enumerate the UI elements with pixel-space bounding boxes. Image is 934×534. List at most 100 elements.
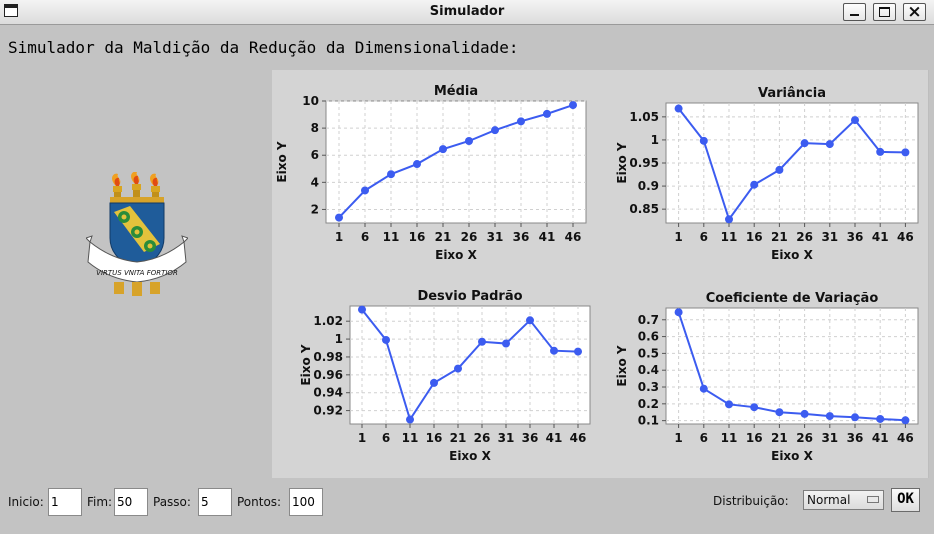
data-point	[800, 139, 809, 148]
distribuicao-label: Distribuição:	[713, 494, 789, 508]
data-point	[825, 412, 834, 421]
university-logo: VIRTUS VNITA FORTIOR	[86, 172, 188, 296]
data-point	[430, 378, 438, 387]
logo-motto: VIRTUS VNITA FORTIOR	[96, 269, 178, 277]
data-point	[699, 136, 708, 145]
torch-icon	[150, 173, 160, 198]
series-line	[677, 107, 906, 222]
data-point	[382, 335, 390, 344]
x-tick-label: 46	[565, 230, 582, 244]
y-tick-label: 0.94	[313, 386, 343, 400]
data-point	[725, 400, 733, 409]
x-tick-label: 21	[771, 431, 788, 445]
data-point	[406, 415, 414, 424]
data-point	[674, 308, 683, 317]
x-tick-label: 36	[847, 230, 864, 244]
distribuicao-value: Normal	[807, 493, 851, 507]
y-tick-label: 1.05	[629, 110, 659, 124]
y-tick-label: 4	[311, 175, 319, 189]
x-tick-label: 26	[474, 431, 491, 445]
x-tick-label: 1	[358, 431, 366, 445]
data-point	[876, 147, 885, 156]
x-tick-label: 21	[450, 431, 467, 445]
data-point	[851, 116, 859, 125]
data-point	[543, 109, 551, 118]
inicio-input[interactable]: 1	[48, 488, 82, 516]
y-tick-label: 2	[311, 202, 319, 216]
data-point	[478, 337, 486, 346]
data-point	[775, 408, 784, 417]
charts-panel: Média 2 4 6 8 10 1 6 11 16 21 26 31 36 41 46 Eixo X Eixo …	[272, 70, 929, 478]
window-titlebar: Simulador ×	[0, 0, 934, 25]
data-point	[361, 186, 369, 195]
y-tick-label: 1	[651, 133, 659, 147]
chart-title: Média	[434, 84, 478, 99]
x-tick-label: 36	[513, 230, 530, 244]
x-tick-label: 21	[435, 230, 452, 244]
plot-area	[349, 305, 591, 425]
data-point	[491, 126, 499, 135]
x-axis-label: Eixo X	[771, 248, 813, 262]
x-tick-label: 11	[721, 230, 738, 244]
x-tick-label: 16	[409, 230, 426, 244]
data-point	[750, 403, 759, 412]
data-point	[725, 215, 733, 224]
x-tick-label: 6	[382, 431, 390, 445]
x-tick-label: 6	[700, 431, 708, 445]
passo-input[interactable]: 5	[198, 488, 232, 516]
data-point	[439, 145, 447, 154]
data-point	[674, 104, 683, 113]
x-tick-label: 26	[796, 431, 813, 445]
x-tick-label: 1	[674, 431, 682, 445]
fim-input[interactable]: 50	[114, 488, 148, 516]
pontos-input[interactable]: 100	[289, 488, 323, 516]
minimize-button[interactable]	[843, 3, 866, 21]
y-tick-label: 0.95	[629, 156, 659, 170]
x-tick-label: 41	[872, 431, 889, 445]
x-tick-label: 11	[721, 431, 738, 445]
x-tick-label: 6	[361, 230, 369, 244]
data-point	[465, 136, 473, 145]
y-axis-label: Eixo Y	[299, 344, 313, 385]
chart-title: Coeficiente de Variação	[706, 291, 879, 306]
x-axis-label: Eixo X	[771, 449, 813, 463]
x-tick-label: 41	[546, 431, 563, 445]
series-line	[677, 311, 906, 422]
y-tick-label: 10	[302, 94, 319, 108]
x-tick-label: 31	[821, 230, 838, 244]
chart-4: Coeficiente de Variação 0.1 0.2 0.3 0.4 0.5 0.…	[615, 291, 919, 463]
x-tick-label: 41	[872, 230, 889, 244]
y-tick-label: 8	[311, 121, 319, 135]
x-tick-label: 31	[498, 431, 515, 445]
x-tick-label: 1	[674, 230, 682, 244]
plot-area	[325, 100, 587, 224]
plot-area	[665, 307, 919, 425]
data-point	[901, 416, 910, 425]
x-tick-label: 16	[746, 431, 763, 445]
y-tick-label: 1	[335, 332, 343, 346]
data-point	[502, 339, 510, 348]
page-heading: Simulador da Maldição da Redução da Dime…	[8, 38, 519, 57]
x-tick-label: 16	[746, 230, 763, 244]
x-tick-label: 46	[897, 431, 914, 445]
y-axis-label: Eixo Y	[615, 142, 629, 183]
passo-label: Passo:	[153, 495, 191, 509]
data-point	[825, 140, 834, 149]
pontos-label: Pontos:	[237, 495, 282, 509]
torch-icon	[131, 172, 141, 198]
distribuicao-select[interactable]: Normal	[803, 490, 884, 510]
maximize-button[interactable]	[873, 3, 896, 21]
window-menu-icon[interactable]	[4, 4, 18, 17]
close-button[interactable]: ×	[903, 2, 926, 22]
x-tick-label: 36	[522, 431, 539, 445]
dropdown-icon	[867, 496, 879, 503]
y-tick-label: 0.98	[313, 350, 343, 364]
y-tick-label: 0.5	[638, 346, 659, 360]
data-point	[335, 213, 343, 222]
fim-label: Fim:	[87, 495, 113, 509]
data-point	[517, 117, 525, 126]
ok-button[interactable]: OK	[891, 488, 920, 512]
inicio-label: Inicio:	[8, 495, 44, 509]
